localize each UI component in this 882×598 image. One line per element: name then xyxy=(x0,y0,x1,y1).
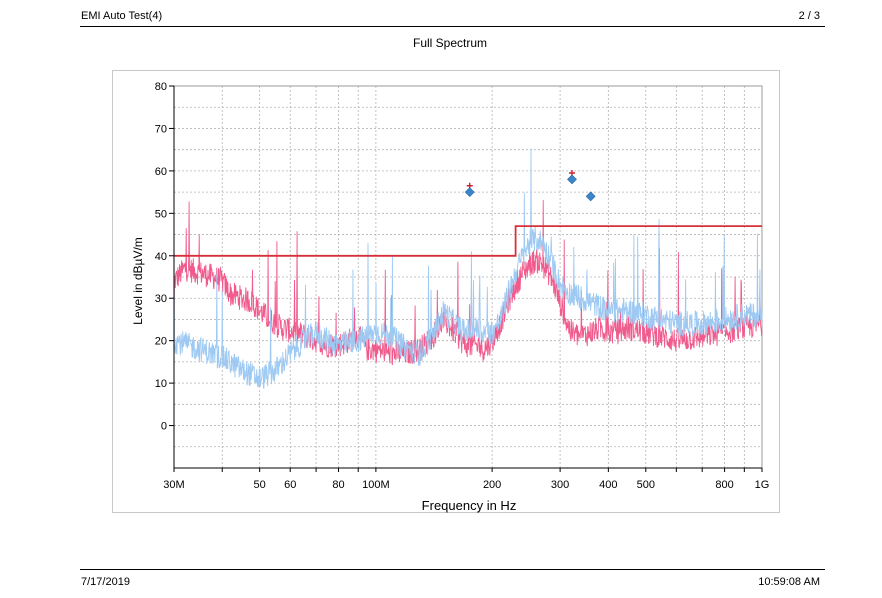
y-tick-label: 50 xyxy=(155,208,167,220)
chart-title: Full Spectrum xyxy=(412,36,488,50)
y-tick-label: 20 xyxy=(155,336,167,348)
y-tick-label: 70 xyxy=(155,123,167,135)
chart-frame: 0 10 20 30 40 50 60 70 80 30M 50 60 80 100M 200 300 400 5… xyxy=(112,70,780,513)
x-tick-label: 800 xyxy=(715,479,733,491)
series-layer xyxy=(173,148,763,389)
y-tick-label: 40 xyxy=(155,251,167,263)
x-tick-label: 300 xyxy=(551,479,569,491)
axes: 0 10 20 30 40 50 60 70 80 30M 50 60 80 100M 200 300 400 5… xyxy=(155,81,770,491)
limit-line xyxy=(174,225,762,257)
report-date: 7/17/2019 xyxy=(81,576,130,588)
y-tick-label: 0 xyxy=(161,421,167,433)
y-tick-label: 10 xyxy=(155,378,167,390)
y-axis-label: Level in dBµV/m xyxy=(131,237,145,325)
peak-marker-diamond xyxy=(585,191,596,202)
header-rule xyxy=(80,26,825,27)
x-tick-label: 80 xyxy=(332,479,344,491)
x-tick-label: 1G xyxy=(755,479,770,491)
grid xyxy=(173,85,763,469)
x-tick-label: 30M xyxy=(163,479,184,491)
x-tick-label: 50 xyxy=(254,479,266,491)
x-axis-label: Frequency in Hz xyxy=(422,498,517,513)
x-tick-label: 100M xyxy=(362,479,390,491)
spectrum-chart: 0 10 20 30 40 50 60 70 80 30M 50 60 80 100M 200 300 400 5… xyxy=(131,81,770,513)
peak-marker-diamond xyxy=(464,187,475,198)
x-tick-label: 200 xyxy=(483,479,501,491)
x-tick-label: 500 xyxy=(637,479,655,491)
y-tick-label: 80 xyxy=(155,81,167,93)
peak-marker-diamond xyxy=(567,174,577,185)
y-tick-label: 60 xyxy=(155,166,167,178)
series-trace-2 xyxy=(173,148,763,389)
page-number: 2 / 3 xyxy=(798,10,820,22)
limit-layer xyxy=(174,225,762,257)
marker-layer xyxy=(464,170,596,202)
report-title: EMI Auto Test(4) xyxy=(81,10,163,22)
x-tick-label: 400 xyxy=(599,479,617,491)
y-tick-label: 30 xyxy=(155,293,167,305)
x-tick-label: 60 xyxy=(284,479,296,491)
report-time: 10:59:08 AM xyxy=(758,576,820,588)
footer-rule xyxy=(80,569,825,570)
